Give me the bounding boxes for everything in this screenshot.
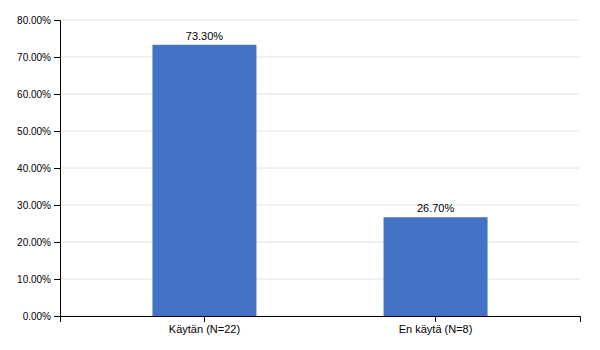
y-tick-label: 40.00%: [17, 163, 51, 174]
chart: 0.00% 10.00% 20.00% 30.00% 40.00% 50.00% 60.00…: [0, 0, 600, 350]
y-tick-mark: [54, 316, 60, 317]
y-tick: 50.00%: [17, 126, 60, 137]
y-tick-mark: [54, 279, 60, 280]
y-tick-label: 50.00%: [17, 126, 51, 137]
grid-line: [60, 205, 580, 206]
y-tick-mark: [54, 131, 60, 132]
bar: [384, 217, 488, 316]
y-tick-label: 70.00%: [17, 52, 51, 63]
y-tick: 70.00%: [17, 52, 60, 63]
grid-line: [60, 20, 580, 21]
grid-line: [60, 279, 580, 280]
y-tick: 80.00%: [17, 15, 60, 26]
grid-line: [60, 242, 580, 243]
y-tick-label: 60.00%: [17, 89, 51, 100]
y-tick-label: 80.00%: [17, 15, 51, 26]
y-axis: 0.00% 10.00% 20.00% 30.00% 40.00% 50.00% 60.00…: [17, 15, 60, 322]
x-axis-line: [61, 317, 581, 323]
grid-line: [60, 57, 580, 58]
x-tick-mark: [435, 316, 436, 322]
x-tick: En käytä (N=8): [399, 316, 473, 335]
x-tick-label: Käytän (N=22): [169, 323, 240, 335]
y-tick-label: 10.00%: [17, 274, 51, 285]
data-label: 26.70%: [417, 202, 455, 214]
y-tick-mark: [54, 168, 60, 169]
x-axis: Käytän (N=22) En käytä (N=8): [61, 316, 581, 335]
y-tick-label: 20.00%: [17, 237, 51, 248]
data-label: 73.30%: [186, 30, 224, 42]
y-tick: 60.00%: [17, 89, 60, 100]
y-tick-mark: [54, 94, 60, 95]
grid: [60, 20, 580, 316]
y-tick-mark: [54, 57, 60, 58]
y-tick-label: 30.00%: [17, 200, 51, 211]
y-tick: 0.00%: [23, 311, 60, 322]
grid-line: [60, 94, 580, 95]
grid-line: [60, 131, 580, 132]
y-tick: 30.00%: [17, 200, 60, 211]
bars: [152, 45, 487, 316]
y-tick: 10.00%: [17, 274, 60, 285]
x-tick-label: En käytä (N=8): [399, 323, 473, 335]
plot: 0.00% 10.00% 20.00% 30.00% 40.00% 50.00% 60.00…: [17, 15, 580, 335]
y-tick-label: 0.00%: [23, 311, 51, 322]
bar: [152, 45, 256, 316]
y-tick: 20.00%: [17, 237, 60, 248]
y-axis-line: [54, 21, 61, 317]
y-tick-mark: [54, 20, 60, 21]
y-tick-mark: [54, 205, 60, 206]
y-tick-mark: [54, 242, 60, 243]
x-tick: Käytän (N=22): [169, 316, 240, 335]
x-tick-mark: [204, 316, 205, 322]
grid-line: [60, 168, 580, 169]
y-tick: 40.00%: [17, 163, 60, 174]
data-labels: 73.30% 26.70%: [186, 30, 455, 214]
